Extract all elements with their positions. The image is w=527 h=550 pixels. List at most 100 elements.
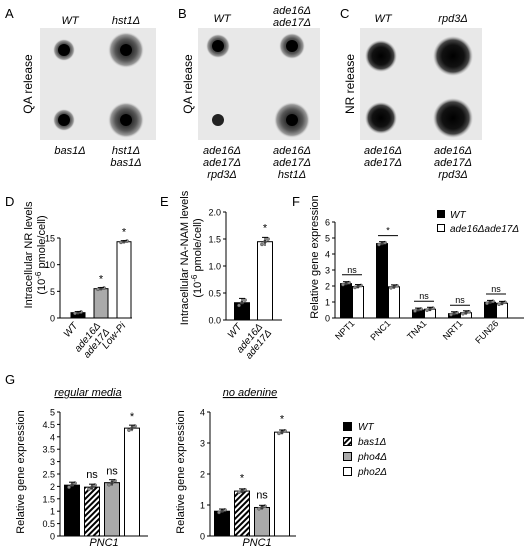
- g-legend-label-bas1: bas1Δ: [358, 437, 387, 448]
- e-point: [260, 242, 264, 247]
- c-bottom-left-label-1: ade16Δ: [364, 145, 402, 157]
- g-left-y-tick-label: 2.5: [42, 470, 55, 480]
- f-y-tick-label: 5: [325, 234, 330, 244]
- chart-e: 0.0 0.5 1.0 1.5 2.0 *: [208, 208, 282, 326]
- f-point-wt: [377, 242, 381, 247]
- f-y-tick-label: 0: [325, 314, 330, 324]
- f-y-tick-label: 1: [325, 298, 330, 308]
- b-colony-wt: [212, 40, 224, 52]
- c-spot-ade-rpd3: [433, 98, 473, 138]
- chart-f: 0 1 2 3 4 5 6 ns NPT1 * PNC1 ns TNA1 ns NRT1 ns FUN26: [325, 218, 524, 346]
- g-legend-label-pho2: pho2Δ: [357, 467, 387, 478]
- d-point: [96, 287, 100, 292]
- c-top-right-label: rpd3Δ: [438, 13, 467, 25]
- a-bottom-left-label: bas1Δ: [54, 145, 85, 157]
- d-y-label-exp: -6: [34, 271, 43, 279]
- panel-letter-g: G: [5, 372, 15, 387]
- f-x-label: NRT1: [441, 318, 465, 342]
- f-legend-swatch-ade: [437, 224, 445, 232]
- d-y-label-units: (10-6 pmole/cell): [34, 215, 48, 294]
- g-right-point: [257, 506, 261, 511]
- d-point: [73, 311, 77, 316]
- f-y-tick-label: 4: [325, 250, 330, 260]
- g-right-sig: *: [240, 472, 245, 484]
- g-right-y-tick-label: 4: [200, 408, 205, 418]
- g-right-bar: [234, 490, 250, 537]
- g-left-bar: [84, 486, 100, 537]
- f-sig-label: ns: [455, 295, 465, 305]
- g-legend-label-wt: WT: [358, 422, 374, 433]
- d-bar: [93, 288, 109, 319]
- b-colony-ade: [286, 40, 298, 52]
- g-left-point: [67, 485, 71, 489]
- g-left-bar: [104, 482, 120, 537]
- f-sig-label: ns: [491, 284, 501, 294]
- c-bottom-right-label-3: rpd3Δ: [438, 169, 467, 181]
- g-left-x-label: PNC1: [89, 537, 118, 549]
- b-y-label: QA release: [181, 54, 195, 114]
- e-sig-ade: *: [263, 222, 268, 234]
- g-legend-swatch-bas1: [343, 437, 352, 446]
- b-bottom-right-label-3: hst1Δ: [278, 169, 306, 181]
- d-y-tick-label: 10: [45, 260, 55, 270]
- chart-d: 0 5 10 15 * *: [45, 227, 132, 324]
- panel-letter-f: F: [292, 194, 300, 209]
- g-right-x-label: PNC1: [242, 537, 271, 549]
- f-x-label: FUN26: [473, 318, 500, 345]
- a-bottom-right-label-2: bas1Δ: [110, 157, 141, 169]
- f-point-ade: [497, 302, 501, 307]
- d-y-label-2: (10: [36, 279, 48, 295]
- a-bottom-right-label-1: hst1Δ: [112, 145, 140, 157]
- e-y-tick-label: 0.5: [208, 289, 221, 299]
- g-right-point: [217, 510, 221, 515]
- g-left-y-tick-label: 4: [50, 432, 55, 442]
- panel-letter-e: E: [160, 194, 169, 209]
- panel-letter-a: A: [5, 6, 14, 21]
- a-colony-bas1: [58, 114, 70, 126]
- d-y-tick-label: 15: [45, 234, 55, 244]
- e-bar: [257, 241, 273, 321]
- f-bar-wt: [340, 283, 352, 319]
- chart-g-left: 0 0.5 1 1.5 2 2.5 3 3.5 4 4.5 5 ns ns *: [42, 408, 148, 542]
- g-right-y-tick-label: 3: [200, 439, 205, 449]
- g-right-title: no adenine: [223, 387, 277, 399]
- g-legend-swatch-pho4: [343, 452, 352, 461]
- g-right-sig: ns: [256, 489, 268, 501]
- a-top-left-label: WT: [61, 15, 79, 27]
- f-point-ade: [353, 285, 357, 290]
- b-top-right-label-1: ade16Δ: [273, 5, 311, 17]
- g-right-y-label: Relative gene expression: [175, 410, 187, 534]
- g-left-sig: ns: [86, 469, 98, 481]
- panel-letter-c: C: [340, 6, 349, 21]
- f-point-wt: [485, 301, 489, 306]
- f-y-label: Relative gene expression: [309, 195, 321, 319]
- e-y-tick-label: 0.0: [208, 316, 221, 326]
- g-left-point: [87, 487, 91, 491]
- e-y-label-1: Intracellular NA-NAM levels: [179, 190, 191, 325]
- f-legend-label-ade: ade16Δade17Δ: [450, 224, 519, 235]
- g-left-y-tick-label: 5: [50, 408, 55, 418]
- g-left-title: regular media: [54, 387, 121, 399]
- g-left-y-tick-label: 2: [50, 482, 55, 492]
- g-legend-swatch-pho2: [343, 467, 352, 476]
- f-y-tick-label: 2: [325, 282, 330, 292]
- g-left-bar: [64, 484, 80, 537]
- e-y-label-units: (10-6 pmole/cell): [190, 218, 204, 297]
- c-top-left-label: WT: [374, 13, 392, 25]
- d-y-label-1: Intracellular NR levels: [23, 201, 35, 308]
- e-point: [237, 303, 241, 308]
- f-point-wt: [449, 312, 453, 317]
- f-bar-ade: [388, 286, 400, 319]
- f-legend-swatch-wt: [437, 210, 445, 218]
- f-x-label: NPT1: [333, 318, 356, 341]
- b-top-right-label-2: ade17Δ: [273, 17, 311, 29]
- d-sig-lowpi: *: [122, 227, 127, 239]
- f-sig-label: *: [386, 226, 390, 236]
- f-bar-wt: [376, 243, 388, 319]
- a-colony-hst1bas1: [120, 114, 132, 126]
- f-sig-label: ns: [419, 291, 429, 301]
- e-y-label-2: (10: [192, 282, 204, 298]
- c-bottom-right-label-1: ade16Δ: [434, 145, 472, 157]
- g-right-bar: [254, 506, 270, 537]
